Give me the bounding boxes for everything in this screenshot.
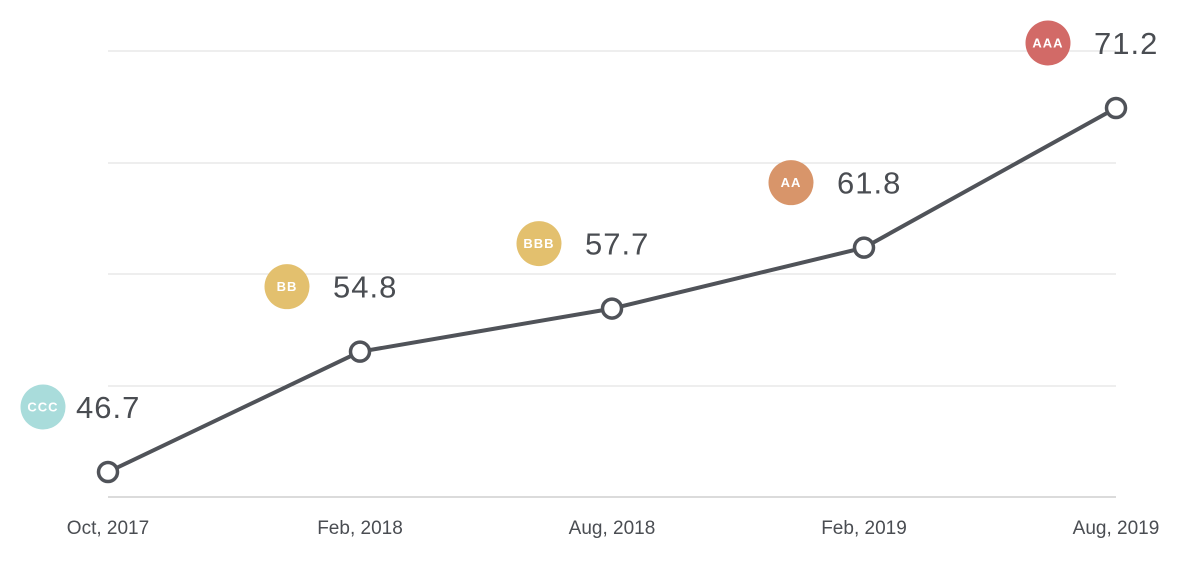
value-label: 46.7 xyxy=(76,390,140,425)
x-tick-label: Feb, 2019 xyxy=(821,518,907,539)
data-label: AA 61.8 xyxy=(768,160,901,206)
data-labels: CCC 46.7 BB 54.8 BBB 57.7 AA 61.8 AAA 71.2 xyxy=(20,20,1158,430)
rating-badge-text: BBB xyxy=(523,236,554,251)
rating-badge-text: AAA xyxy=(1032,36,1063,51)
rating-badge-text: CCC xyxy=(27,400,58,415)
data-points xyxy=(96,96,1128,484)
data-label: CCC 46.7 xyxy=(20,384,140,430)
x-tick-label: Oct, 2017 xyxy=(67,518,149,539)
x-tick-label: Aug, 2018 xyxy=(569,518,656,539)
data-point xyxy=(852,236,876,259)
data-label: AAA 71.2 xyxy=(1025,20,1158,66)
rating-badge xyxy=(264,264,310,310)
data-point xyxy=(1104,96,1128,120)
rating-badge xyxy=(768,160,814,206)
data-point xyxy=(348,340,372,363)
x-tick-label: Feb, 2018 xyxy=(317,518,403,539)
value-label: 57.7 xyxy=(585,227,649,262)
rating-badge-text: AA xyxy=(781,175,802,190)
rating-badge xyxy=(516,221,562,267)
x-axis-ticks: Oct, 2017 Feb, 2018 Aug, 2018 Feb, 2019 Aug,… xyxy=(67,518,1160,539)
value-label: 71.2 xyxy=(1094,26,1158,61)
x-tick-label: Aug, 2019 xyxy=(1073,518,1160,539)
data-point xyxy=(600,297,624,320)
data-label: BBB 57.7 xyxy=(516,221,649,267)
data-label: BB 54.8 xyxy=(264,264,397,310)
value-label: 54.8 xyxy=(333,270,397,305)
rating-badge xyxy=(1025,20,1071,66)
value-label: 61.8 xyxy=(837,166,901,201)
data-point xyxy=(96,460,120,484)
rating-badge xyxy=(20,384,66,430)
gridlines xyxy=(108,50,1116,498)
rating-badge-text: BB xyxy=(277,279,298,294)
